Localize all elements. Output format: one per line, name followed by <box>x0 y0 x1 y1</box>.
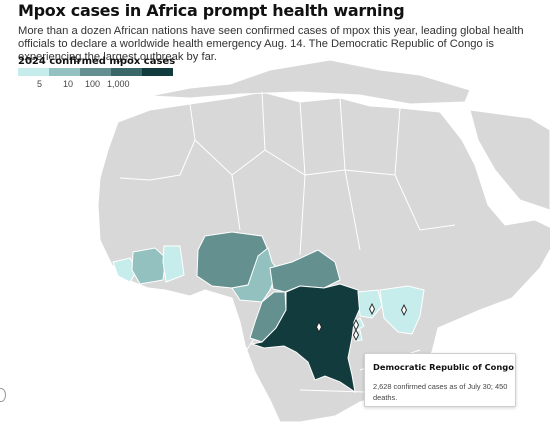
page-title: Mpox cases in Africa prompt health warni… <box>18 1 405 20</box>
marker-diamond[interactable] <box>368 302 376 316</box>
arabia-landmass <box>469 109 550 211</box>
marker-diamond[interactable] <box>315 320 323 334</box>
case-markers <box>315 302 408 342</box>
country-uganda <box>357 289 383 319</box>
marker-diamond[interactable] <box>400 303 408 317</box>
country-cameroon <box>231 247 279 303</box>
chart-description: More than a dozen African nations have s… <box>18 25 524 63</box>
country-guinea-region <box>112 257 138 283</box>
legend-tick-1000: 1,000 <box>107 79 130 89</box>
country-tooltip: Democratic Republic of Congo 2,628 confi… <box>364 353 516 407</box>
marker-diamond[interactable] <box>352 328 360 342</box>
legend-color-scale <box>18 68 173 76</box>
legend-swatch-4 <box>111 68 142 76</box>
tooltip-body: 2,628 confirmed cases as of July 30; 450… <box>373 382 508 402</box>
country-central-african-republic <box>269 249 341 293</box>
legend-swatch-1 <box>18 68 49 76</box>
legend-tick-100: 100 <box>85 79 101 89</box>
legend-title: 2024 confirmed mpox cases <box>18 56 176 67</box>
legend-swatch-2 <box>49 68 80 76</box>
tooltip-title: Democratic Republic of Congo <box>373 362 514 372</box>
country-drc <box>250 283 361 394</box>
legend-swatch-5 <box>142 68 173 76</box>
legend-tick-10: 10 <box>63 79 74 89</box>
country-cote-divoire <box>131 247 167 285</box>
country-ghana <box>162 245 185 283</box>
europe-landmass <box>149 59 471 105</box>
legend-tick-5: 5 <box>37 79 43 89</box>
legend-swatch-3 <box>80 68 111 76</box>
